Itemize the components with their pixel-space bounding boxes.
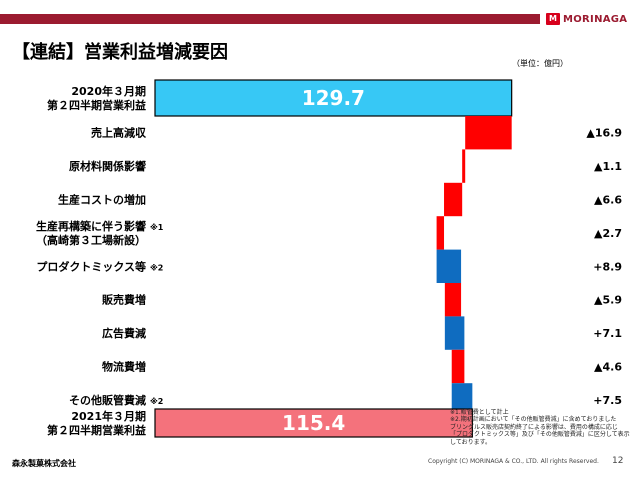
delta-value: ▲5.9: [594, 294, 622, 307]
category-label: 2021年３月期: [71, 409, 146, 423]
logo-text: MORINAGA: [563, 13, 628, 25]
delta-bar: [451, 349, 465, 384]
delta-bar: [444, 316, 465, 350]
delta-value: +7.1: [593, 327, 622, 340]
end-bar: [154, 408, 473, 438]
category-label: 第２四半期営業利益: [47, 423, 146, 437]
footnotes: ※1.販管費として計上 ※2.期初計画において「その他販管費減」に含めておりまし…: [450, 409, 636, 446]
delta-bar: [436, 216, 445, 250]
page-title: 【連結】営業利益増減要因: [12, 42, 228, 63]
brand-logo: M MORINAGA: [546, 12, 627, 26]
category-label: 第２四半期営業利益: [47, 98, 146, 112]
footnote-line: しております。: [450, 438, 492, 446]
unit-label: （単位：億円）: [512, 59, 568, 68]
footnote-line: ブリングルス販売店契約終了による影響は、費用の構成に応じ: [450, 423, 618, 431]
delta-value: ▲1.1: [594, 160, 622, 173]
delta-bar: [451, 383, 473, 417]
category-note: ※1: [150, 222, 164, 232]
category-note: ※2: [150, 262, 163, 272]
category-label: 生産再構築に伴う影響: [36, 219, 146, 233]
category-note: ※2: [150, 396, 163, 406]
end-bar-label: 115.4: [282, 411, 345, 435]
delta-bar: [465, 116, 512, 150]
category-label: その他販管費減: [69, 393, 146, 407]
delta-bar: [444, 283, 462, 317]
copyright: Copyright (C) MORINAGA & CO., LTD. All r…: [428, 458, 599, 465]
page-number: 12: [612, 456, 624, 466]
morinaga-logo-icon: M: [546, 13, 560, 25]
delta-bar: [462, 149, 466, 183]
delta-value: ▲6.6: [594, 194, 622, 207]
category-label: 生産コストの増加: [58, 193, 146, 207]
footnote-line: 「プロダクトミックス等」及び「その他販管費減」に区分して表示: [450, 431, 630, 439]
delta-value: +7.5: [593, 394, 622, 407]
category-label: 広告費減: [102, 326, 146, 340]
company-name: 森永製菓株式会社: [12, 459, 76, 468]
header-bar: [0, 14, 540, 24]
delta-bar: [444, 182, 463, 217]
delta-value: ▲16.9: [586, 127, 622, 140]
footnote-line: ※1.販管費として計上: [450, 409, 509, 416]
footnote-line: ※2.期初計画において「その他販管費減」に含めておりました: [450, 416, 617, 424]
delta-value: ▲4.6: [594, 361, 622, 374]
category-label: 2020年３月期: [71, 84, 146, 98]
delta-value: +8.9: [593, 260, 622, 273]
category-label: プロダクトミックス等: [36, 259, 146, 273]
delta-bar: [436, 249, 462, 283]
category-label: 販売費増: [102, 293, 146, 307]
category-label: 物流費増: [102, 360, 146, 374]
category-label: 原材料関係影響: [69, 159, 146, 173]
delta-value: ▲2.7: [594, 227, 622, 240]
category-label: （高崎第３工場新設）: [36, 233, 146, 247]
start-bar-label: 129.7: [302, 86, 365, 110]
start-bar: [154, 79, 513, 117]
category-label: 売上高減収: [91, 126, 147, 140]
